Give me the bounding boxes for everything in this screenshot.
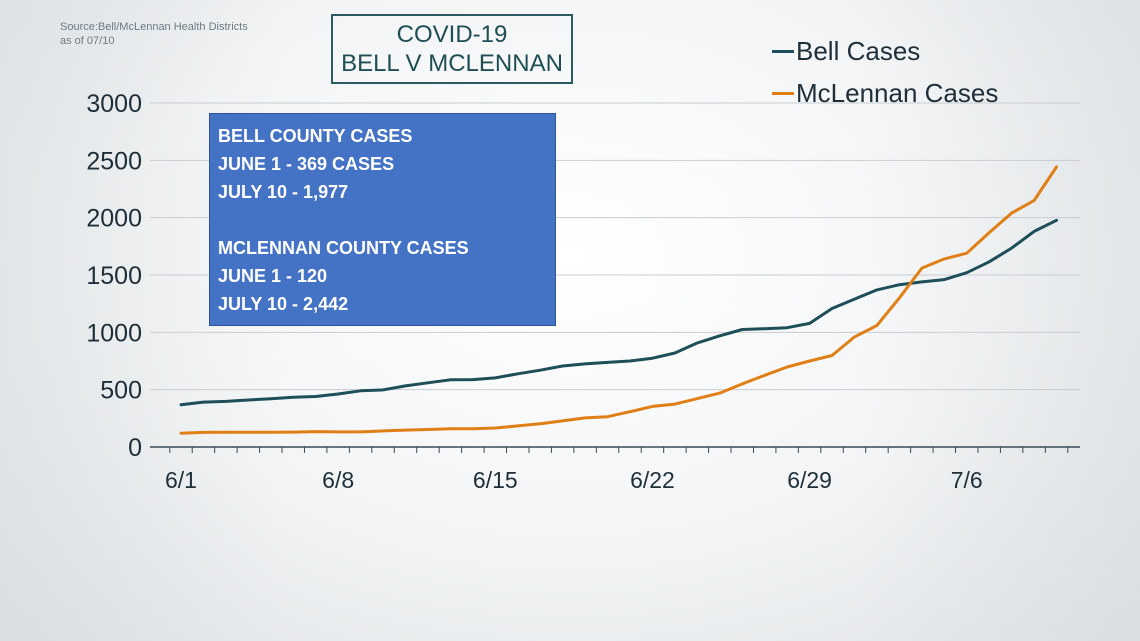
x-tick-label-6-29: 6/29 bbox=[787, 467, 832, 493]
summary-mclennan-june: JUNE 1 - 120 bbox=[218, 266, 328, 286]
x-tick-label-7-6: 7/6 bbox=[951, 467, 983, 493]
x-axis: 6/1 6/8 6/15 6/22 6/29 7/6 bbox=[150, 446, 1080, 493]
as-of-date: as of 07/10 bbox=[60, 35, 115, 47]
chart-title-line1: COVID-19 bbox=[396, 21, 508, 48]
summary-bell-heading: BELL COUNTY CASES bbox=[218, 126, 413, 146]
mclennan-cases-line bbox=[179, 165, 1058, 435]
summary-mclennan-july: JULY 10 - 2,442 bbox=[218, 294, 349, 314]
y-axis-ticks: 0 500 1000 1500 2000 2500 3000 bbox=[86, 90, 142, 462]
x-tick-label-6-8: 6/8 bbox=[322, 467, 354, 493]
legend-label-bell: Bell Cases bbox=[796, 35, 921, 66]
y-tick-label-1000: 1000 bbox=[86, 319, 142, 347]
summary-bell-july: JULY 10 - 1,977 bbox=[218, 182, 349, 202]
series-lines bbox=[179, 165, 1058, 435]
y-tick-label-0: 0 bbox=[128, 434, 142, 462]
y-tick-label-1500: 1500 bbox=[86, 262, 142, 290]
legend-swatch-bell bbox=[772, 49, 794, 53]
chart-title-line2: BELL V MCLENNAN bbox=[341, 50, 563, 77]
legend-item-bell: Bell Cases bbox=[772, 30, 998, 72]
x-tick-label-6-1: 6/1 bbox=[165, 467, 197, 493]
y-tick-label-3000: 3000 bbox=[86, 90, 142, 118]
summary-spacer bbox=[218, 206, 547, 234]
case-summary-box: BELL COUNTY CASES JUNE 1 - 369 CASES JUL… bbox=[209, 113, 556, 326]
x-tick-label-6-15: 6/15 bbox=[473, 467, 518, 493]
legend-swatch-mclennan bbox=[772, 91, 794, 95]
summary-bell-june: JUNE 1 - 369 CASES bbox=[218, 154, 395, 174]
source-note: Source:Bell/McLennan Health Districts as… bbox=[60, 20, 248, 48]
y-tick-label-2500: 2500 bbox=[86, 147, 142, 175]
y-tick-label-2000: 2000 bbox=[86, 205, 142, 233]
chart-title-box: COVID-19 BELL V MCLENNAN bbox=[331, 14, 573, 84]
source-line: Source:Bell/McLennan Health Districts bbox=[60, 21, 248, 33]
y-tick-label-500: 500 bbox=[100, 377, 142, 405]
x-tick-label-6-22: 6/22 bbox=[630, 467, 675, 493]
summary-mclennan-heading: MCLENNAN COUNTY CASES bbox=[218, 238, 469, 258]
